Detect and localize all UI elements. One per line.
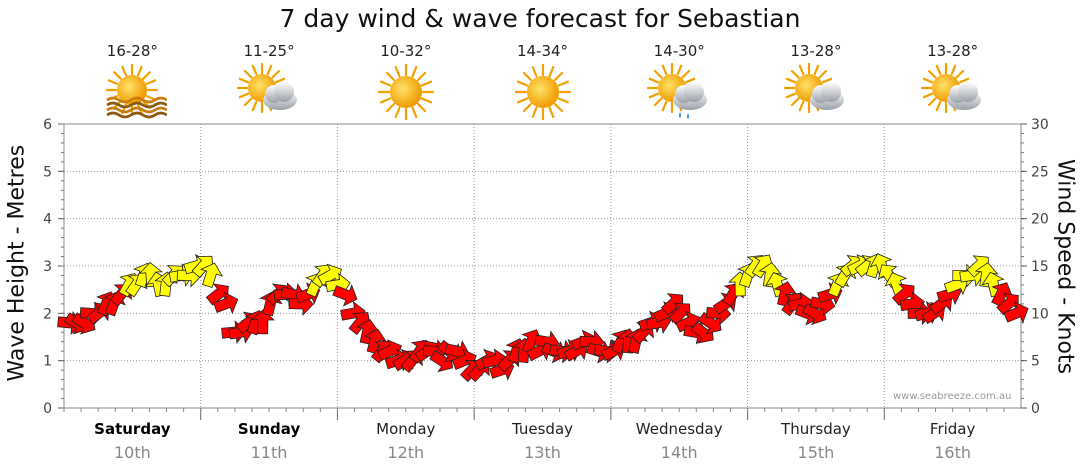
day-temperature-range: 13-28° (790, 42, 842, 60)
left-tick-label: 4 (43, 212, 52, 228)
right-tick-label: 20 (1031, 212, 1049, 228)
right-tick-label: 15 (1031, 259, 1049, 275)
sun-icon (508, 62, 578, 122)
day-temperature-range: 13-28° (927, 42, 979, 60)
right-tick-label: 5 (1031, 354, 1040, 370)
day-name-sunday: Sunday (237, 420, 301, 438)
left-tick-label: 2 (43, 306, 52, 322)
day-name-thursday: Thursday (781, 420, 851, 438)
day-name-tuesday: Tuesday (511, 420, 574, 438)
right-tick-label: 10 (1031, 306, 1049, 322)
day-temperature-range: 16-28° (106, 42, 158, 60)
day-name-saturday: Saturday (94, 420, 171, 438)
day-temperature-range: 11-25° (243, 42, 295, 60)
sun-icon (371, 62, 441, 122)
day-date: 16th (934, 443, 972, 462)
sun-cloud-icon (781, 62, 851, 122)
left-tick-label: 3 (43, 259, 52, 275)
sun-waves-icon (97, 62, 169, 122)
sun-cloud-icon (918, 62, 988, 122)
wind-arrow (429, 349, 454, 373)
right-tick-label: 30 (1031, 117, 1049, 133)
wind-arrow (332, 284, 358, 307)
right-axis-label: Wind Speed - Knots (1052, 158, 1078, 375)
watermark[interactable]: www.seabreeze.com.au (893, 391, 1012, 402)
left-tick-label: 1 (43, 354, 52, 370)
day-date: 15th (797, 443, 835, 462)
day-temperature-range: 14-34° (516, 42, 569, 60)
day-date: 13th (524, 443, 561, 462)
sun-cloud-icon (234, 62, 304, 122)
day-temperature-range: 14-30° (653, 42, 705, 60)
wind-arrow (690, 321, 714, 344)
wind-arrow (213, 291, 239, 315)
day-date: 10th (113, 443, 151, 462)
wind-arrow (660, 293, 684, 316)
left-tick-label: 0 (43, 401, 52, 417)
day-temperature-range: 10-32° (380, 42, 432, 60)
wind-arrow (1003, 301, 1029, 324)
day-date: 12th (387, 443, 425, 462)
left-axis-label: Wave Height - Metres (4, 144, 30, 382)
chart-title: 7 day wind & wave forecast for Sebastian (279, 4, 801, 33)
right-tick-label: 25 (1031, 164, 1049, 180)
wind-arrow (697, 311, 722, 335)
day-name-monday: Monday (376, 420, 436, 438)
day-name-friday: Friday (929, 420, 976, 438)
wind-arrow (802, 303, 827, 326)
sun-cloud-rain-icon (644, 62, 714, 122)
wind-arrow (751, 254, 775, 279)
right-tick-label: 0 (1031, 401, 1040, 417)
wind-arrow-layer (57, 253, 1029, 383)
left-tick-label: 6 (43, 117, 52, 133)
wind-arrow (200, 262, 223, 288)
day-name-wednesday: Wednesday (635, 420, 723, 438)
left-tick-label: 5 (43, 164, 52, 180)
day-date: 14th (660, 443, 698, 462)
day-date: 11th (250, 443, 288, 462)
